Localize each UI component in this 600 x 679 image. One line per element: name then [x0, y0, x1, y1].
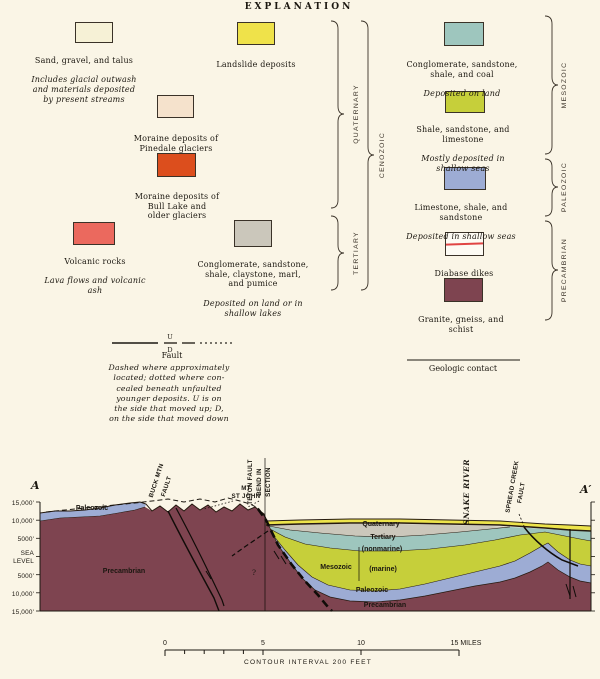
label-diabase: Diabase dikes: [434, 268, 494, 278]
contour-interval-label: CONTOUR INTERVAL 200 FEET: [244, 659, 372, 666]
swatch-paleozoic-limestone: [444, 167, 486, 190]
axis-labels: 15,000' 10,000' 5000' SEA LEVEL 5000' 10…: [12, 500, 35, 616]
swatch-granite-gneiss: [444, 278, 483, 302]
era-label-quaternary: QUATERNARY: [353, 84, 360, 144]
axis-sea: SEA: [21, 550, 35, 557]
mesozoic-nonmarine-layer: [269, 526, 591, 551]
axis-15000-lower: 15,000': [12, 609, 34, 616]
bracket-cenozoic: [360, 20, 375, 291]
contact-lines: [39, 501, 592, 603]
scale-0: 0: [163, 640, 167, 647]
teton-fault-label-3: SECTION: [265, 467, 272, 497]
teton-fault-label-1: TETON FAULT: [247, 459, 254, 504]
bracket-quaternary: [330, 20, 345, 209]
mt-st-john-label-2: ST JOHN: [232, 493, 261, 500]
era-label-tertiary: TERTIARY: [353, 231, 360, 275]
label-tertiary: Tertiary: [370, 534, 395, 541]
fault-symbol-description: Dashed where approximately located; dott…: [108, 363, 230, 424]
label-volcanic: Volcanic rocks Lava flows and volcanic a…: [44, 256, 146, 295]
label-tertiary-conglomerate: Conglomerate, sandstone, shale, clayston…: [197, 259, 309, 318]
paleozoic-basin-layer: [273, 535, 591, 602]
axis-5000-lower: 5000': [18, 573, 34, 580]
scale-15-miles: 15 MILES: [451, 640, 482, 647]
label-sand-gravel-talus: Sand, gravel, and talus Includes glacial…: [31, 55, 137, 104]
mt-st-john-label-1: MT: [241, 485, 251, 492]
teton-fault-line: [256, 508, 333, 612]
bracket-paleozoic: [544, 158, 559, 217]
label-mesozoic-coal: Conglomerate, sandstone, shale, and coal…: [406, 59, 518, 98]
label-mesozoic: Mesozoic: [320, 564, 352, 571]
section-endpoint-a-prime: A′: [579, 483, 592, 496]
scale-bar: [164, 649, 460, 656]
swatch-sand-gravel-talus: [75, 22, 113, 43]
axis-level: LEVEL: [13, 558, 34, 565]
label-precambrian-basin: Precambrian: [364, 602, 406, 609]
fault-d-label: D: [167, 346, 172, 354]
swatch-volcanic: [73, 222, 115, 245]
paleozoic-left-layer: [40, 502, 146, 521]
scale-15-miles: 10: [357, 640, 365, 647]
label-mesozoic-shale: Shale, sandstone, and limestone Mostly d…: [416, 124, 510, 173]
swatch-landslide: [237, 22, 275, 45]
axis-ticks: [36, 501, 595, 612]
swatch-diabase-dikes: [445, 232, 484, 256]
buck-mtn-fault-label-2: FAULT: [160, 475, 173, 497]
bracket-precambrian: [544, 220, 559, 321]
mesozoic-marine-layer: [270, 529, 591, 591]
era-label-paleozoic: PALEOZOIC: [561, 162, 568, 212]
label-moraine-pinedale: Moraine deposits of Pinedale glaciers: [133, 133, 219, 153]
fault-symbol-label: Fault: [161, 351, 183, 360]
label-marine: (marine): [369, 566, 397, 573]
label-paleozoic-left: Paleozoic: [76, 505, 108, 512]
bracket-mesozoic: [544, 15, 559, 155]
mt-st-john-leaders: [203, 500, 260, 510]
axis-15000-upper: 15,000': [12, 500, 34, 507]
axis-10000-upper: 10,000': [12, 518, 34, 525]
swatch-moraine-pinedale: [157, 95, 194, 118]
label-paleozoic-basin: Paleozoic: [356, 587, 388, 594]
scale-5: 5: [261, 640, 265, 647]
section-endpoint-a: A: [30, 479, 40, 492]
swatch-tertiary-conglomerate: [234, 220, 272, 247]
spread-creek-fault-label-2: FAULT: [516, 482, 527, 504]
fault-motion-ticks: [205, 550, 287, 580]
queried-fault-dashed-line: [231, 530, 269, 557]
buck-mtn-fault-line-1: [167, 510, 220, 612]
axis-10000-lower: 10,000': [12, 591, 34, 598]
label-landslide: Landslide deposits: [216, 59, 296, 69]
swatch-mesozoic-shale: [445, 91, 485, 113]
swatch-moraine-bull-lake: [157, 153, 196, 177]
label-nonmarine: (nonmarine): [362, 546, 402, 553]
era-label-cenozoic: CENOZOIC: [379, 132, 386, 178]
label-precambrian-left: Precambrian: [103, 568, 145, 575]
snake-river-label: SNAKE RIVER: [462, 459, 471, 525]
label-paleozoic-limestone: Limestone, shale, and sandstone Deposite…: [406, 202, 516, 241]
era-label-mesozoic: MESOZOIC: [561, 62, 568, 109]
fault-query-mark: ?: [252, 568, 256, 577]
swatch-mesozoic-coal: [444, 22, 484, 46]
bracket-tertiary: [330, 215, 345, 291]
axis-5000-upper: 5000': [18, 536, 34, 543]
teton-fault-label-2: BEND IN: [256, 468, 263, 496]
projected-surface-dashed-line: [45, 497, 268, 521]
page-title: EXPLANATION: [244, 2, 354, 12]
cross-section: 15,000' 10,000' 5000' SEA LEVEL 5000' 10…: [12, 458, 595, 666]
spread-creek-fault-line: [523, 526, 579, 567]
label-quaternary: Quaternary: [362, 521, 399, 528]
era-brackets: [330, 15, 559, 321]
label-granite: Granite, gneiss, and schist: [418, 314, 504, 334]
fault-dots: [200, 342, 232, 344]
geologic-contact-label: Geologic contact: [428, 364, 498, 373]
era-label-precambrian: PRECAMBRIAN: [561, 238, 568, 302]
buck-mtn-fault-line-2: [175, 507, 225, 607]
legend-graphics: QUATERNARY TERTIARY CENOZOIC MESOZOIC PA…: [112, 15, 568, 361]
east-fault-ticks: [565, 583, 577, 598]
fault-u-label: U: [167, 333, 173, 341]
label-moraine-bull-lake: Moraine deposits of Bull Lake and older …: [134, 191, 220, 221]
